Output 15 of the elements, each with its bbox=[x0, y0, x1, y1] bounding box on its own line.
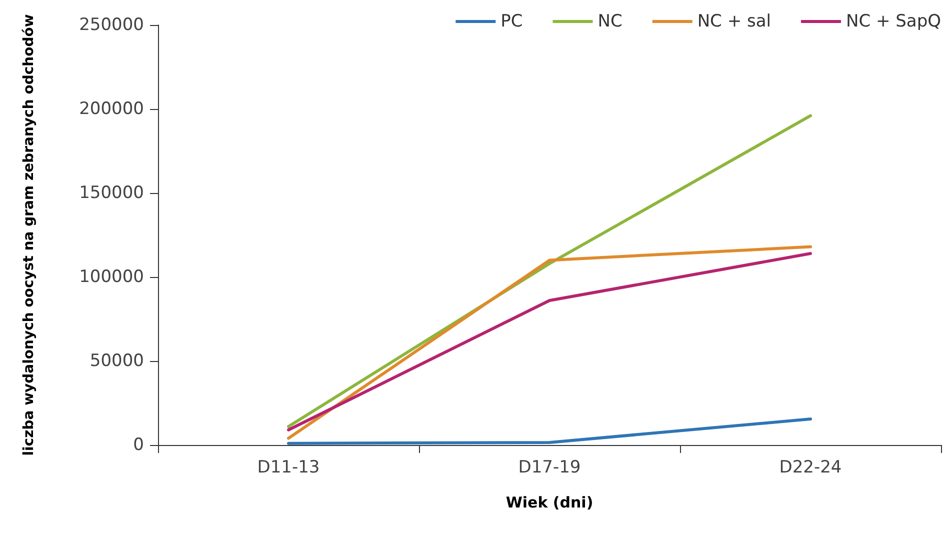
y-tick-label: 0 bbox=[133, 435, 144, 455]
legend-label: NC bbox=[598, 12, 622, 32]
y-axis-title: liczba wydalonych oocyst na gram zebranych odchodów bbox=[21, 14, 37, 456]
y-tick-label: 100000 bbox=[79, 267, 144, 287]
legend-label: NC + sal bbox=[697, 12, 771, 32]
y-tick-label: 250000 bbox=[79, 15, 144, 35]
x-tick-label: D22-24 bbox=[779, 458, 842, 478]
y-tick-label: 50000 bbox=[90, 351, 144, 371]
legend-label: PC bbox=[500, 12, 523, 32]
x-axis-title: Wiek (dni) bbox=[506, 494, 594, 512]
x-tick-label: D17-19 bbox=[518, 458, 581, 478]
y-tick-label: 150000 bbox=[79, 183, 144, 203]
legend-label: NC + SapQ bbox=[846, 12, 942, 32]
x-tick-label: D11-13 bbox=[257, 458, 320, 478]
y-tick-label: 200000 bbox=[79, 99, 144, 119]
